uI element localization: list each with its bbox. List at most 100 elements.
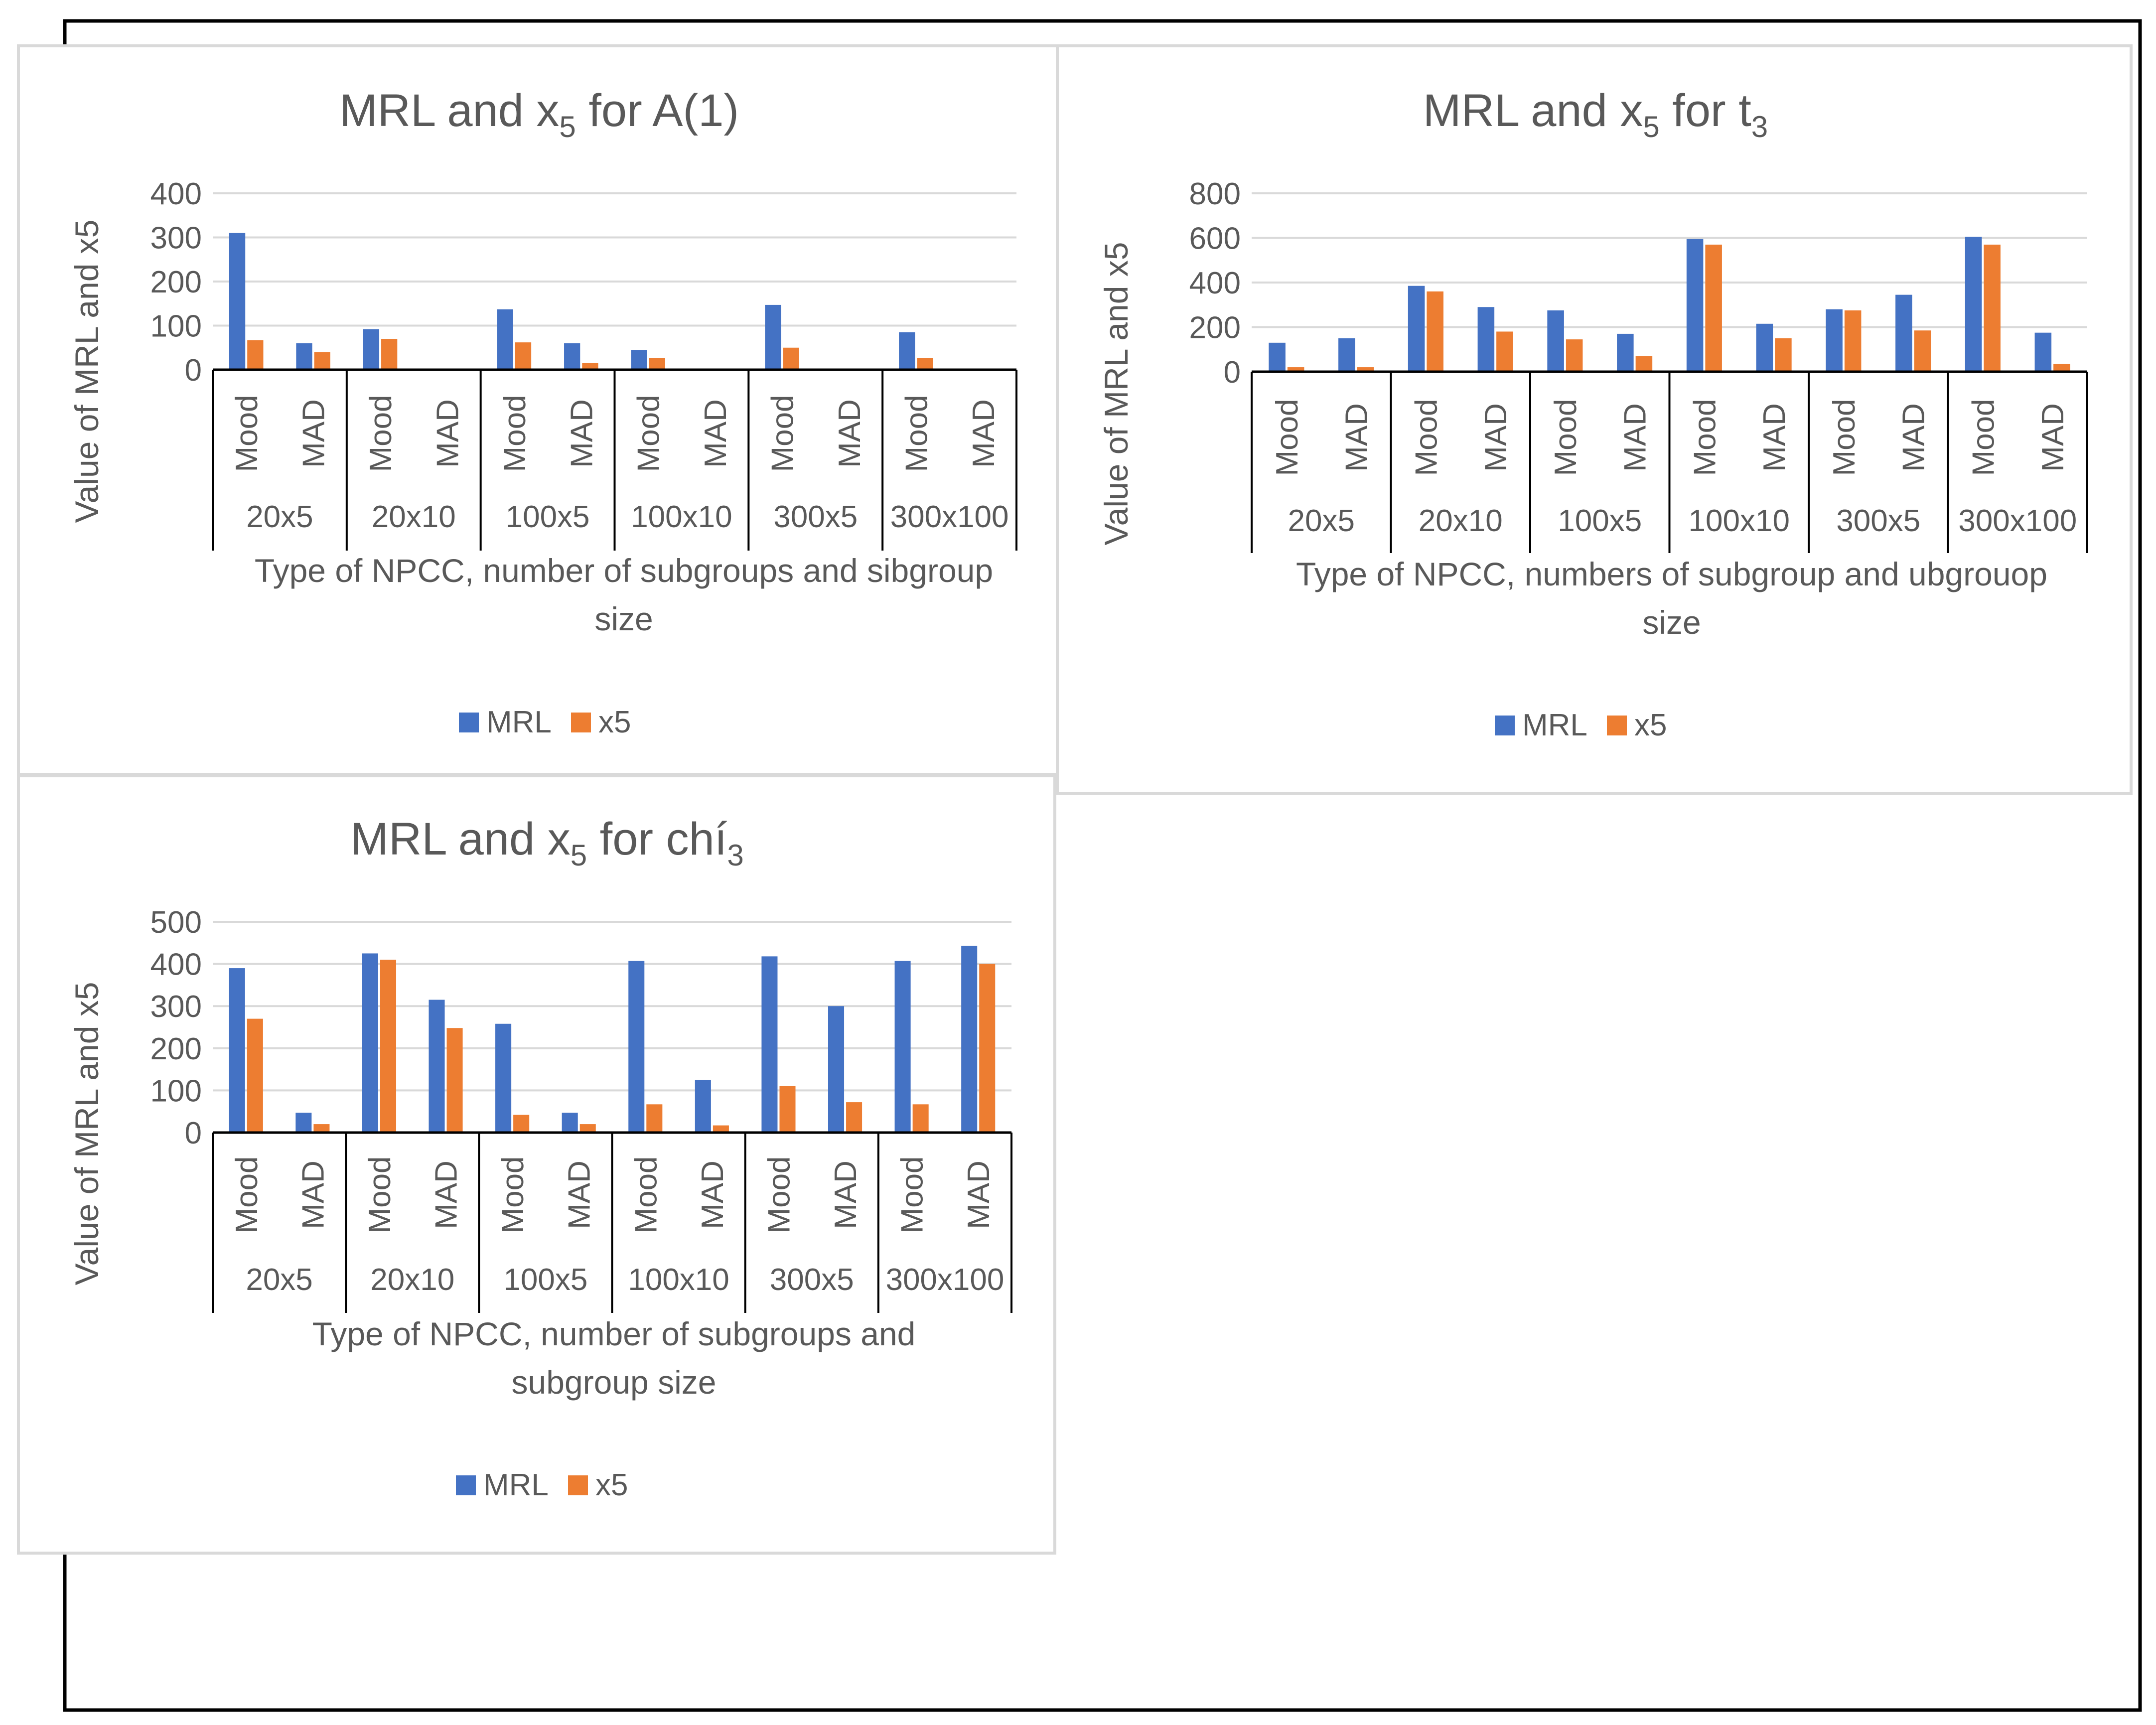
y-tick-label: 200	[150, 1032, 202, 1066]
category-label: Mood	[230, 1156, 264, 1233]
bar-x5-11	[912, 1104, 929, 1133]
group-label: 300x5	[1836, 504, 1920, 538]
category-label: Mood	[1827, 399, 1862, 476]
chart-title: MRL and x5 for t3	[1423, 85, 1768, 144]
bar-x5-6	[1635, 356, 1653, 372]
legend-swatch-mrl	[456, 1475, 476, 1495]
chart-panel-border	[17, 774, 1056, 1555]
group-label: 20x10	[372, 500, 456, 534]
bar-mrl-7	[1686, 239, 1704, 372]
y-tick-label: 200	[1189, 311, 1241, 345]
chart-title: MRL and x5 for A(1)	[339, 85, 739, 144]
bar-mrl-1	[1269, 342, 1286, 372]
bar-x5-1	[1287, 367, 1304, 372]
category-label: Mood	[1966, 399, 2001, 476]
legend-swatch-x5	[568, 1475, 588, 1495]
bar-mrl-9	[1826, 309, 1843, 372]
bar-x5-9	[1844, 310, 1862, 372]
y-tick-label: 100	[150, 1074, 202, 1108]
bar-x5-10	[846, 1102, 862, 1133]
y-tick-label: 600	[1189, 222, 1241, 256]
chart-panel-border	[17, 44, 1059, 776]
bar-mrl-3	[363, 329, 380, 370]
bar-x5-7	[649, 358, 665, 370]
bar-x5-6	[582, 363, 598, 370]
group-label: 20x5	[246, 500, 313, 534]
bar-mrl-9	[765, 304, 781, 370]
x-axis-title-line-2: size	[594, 600, 653, 637]
x-axis-title-line-2: size	[1642, 604, 1701, 641]
category-label: Mood	[895, 1156, 930, 1233]
bar-x5-8	[713, 1125, 729, 1133]
bar-mrl-4	[429, 1000, 445, 1133]
category-label: MAD	[430, 1160, 464, 1229]
bar-mrl-2	[295, 1113, 312, 1133]
bar-x5-12	[2053, 364, 2070, 372]
bar-mrl-7	[631, 350, 647, 370]
category-label: Mood	[363, 1156, 397, 1233]
legend-label-mrl: MRL	[483, 1468, 549, 1502]
y-tick-label: 500	[150, 905, 202, 940]
category-label: MAD	[829, 1160, 863, 1229]
group-label: 100x10	[1689, 504, 1790, 538]
y-tick-label: 300	[150, 221, 202, 256]
bar-x5-7	[1705, 244, 1722, 372]
bar-x5-10	[1914, 330, 1931, 372]
bar-x5-9	[779, 1086, 796, 1133]
bar-mrl-5	[495, 1023, 512, 1133]
legend-swatch-x5	[1607, 716, 1627, 735]
bar-x5-2	[1357, 367, 1374, 372]
y-tick-label: 300	[150, 990, 202, 1024]
bar-mrl-6	[564, 343, 580, 370]
bar-x5-1	[247, 340, 264, 370]
group-label: 300x5	[770, 1263, 854, 1297]
category-label: MAD	[563, 1160, 597, 1229]
x-axis-title-line-1: Type of NPCC, number of subgroups and	[312, 1315, 916, 1352]
category-label: MAD	[967, 399, 1001, 468]
category-label: MAD	[1618, 403, 1653, 472]
bar-x5-9	[783, 347, 799, 370]
bar-mrl-2	[296, 343, 312, 370]
bar-mrl-11	[899, 332, 915, 370]
bar-mrl-5	[1547, 310, 1564, 372]
category-label: Mood	[1549, 399, 1583, 476]
group-label: 20x10	[1419, 504, 1503, 538]
y-tick-label: 0	[185, 353, 202, 388]
category-label: MAD	[1757, 403, 1792, 472]
group-label: 100x5	[1558, 504, 1642, 538]
bar-x5-2	[314, 352, 330, 370]
category-label: MAD	[696, 1160, 730, 1229]
y-tick-label: 800	[1189, 177, 1241, 211]
group-label: 100x5	[506, 500, 590, 534]
bar-mrl-6	[562, 1113, 578, 1133]
y-tick-label: 200	[150, 265, 202, 299]
bar-x5-4	[446, 1028, 463, 1133]
category-label: Mood	[496, 1156, 530, 1233]
category-label: MAD	[2036, 403, 2070, 472]
charts-layer: MRL and x5 for A(1) 0 100 200 300 400 Value of…	[17, 44, 2133, 1555]
chart-panel-2: MRL and x5 for t3 0 200 400 600 800 Value of M…	[1056, 44, 2133, 795]
bar-x5-5	[515, 342, 532, 370]
category-label: Mood	[498, 395, 532, 472]
group-label: 300x100	[885, 1263, 1004, 1297]
category-label: MAD	[1340, 403, 1374, 472]
bar-x5-8	[1775, 338, 1792, 372]
bar-mrl-1	[229, 968, 245, 1133]
legend-label-mrl: MRL	[486, 705, 552, 739]
bar-mrl-10	[828, 1006, 845, 1133]
group-label: 20x5	[1288, 504, 1355, 538]
category-label: MAD	[699, 399, 733, 468]
bar-mrl-7	[628, 961, 645, 1133]
category-label: Mood	[1270, 399, 1304, 476]
legend-swatch-mrl	[459, 713, 479, 732]
bar-x5-3	[1427, 291, 1443, 372]
y-tick-label: 100	[150, 309, 202, 344]
bar-mrl-11	[1965, 237, 1982, 372]
y-tick-label: 400	[1189, 266, 1241, 300]
bar-x5-1	[247, 1018, 263, 1133]
bar-mrl-8	[695, 1080, 711, 1133]
bar-x5-6	[579, 1124, 596, 1133]
y-axis-title: Value of MRL and x5	[68, 982, 105, 1285]
category-label: Mood	[766, 395, 800, 472]
